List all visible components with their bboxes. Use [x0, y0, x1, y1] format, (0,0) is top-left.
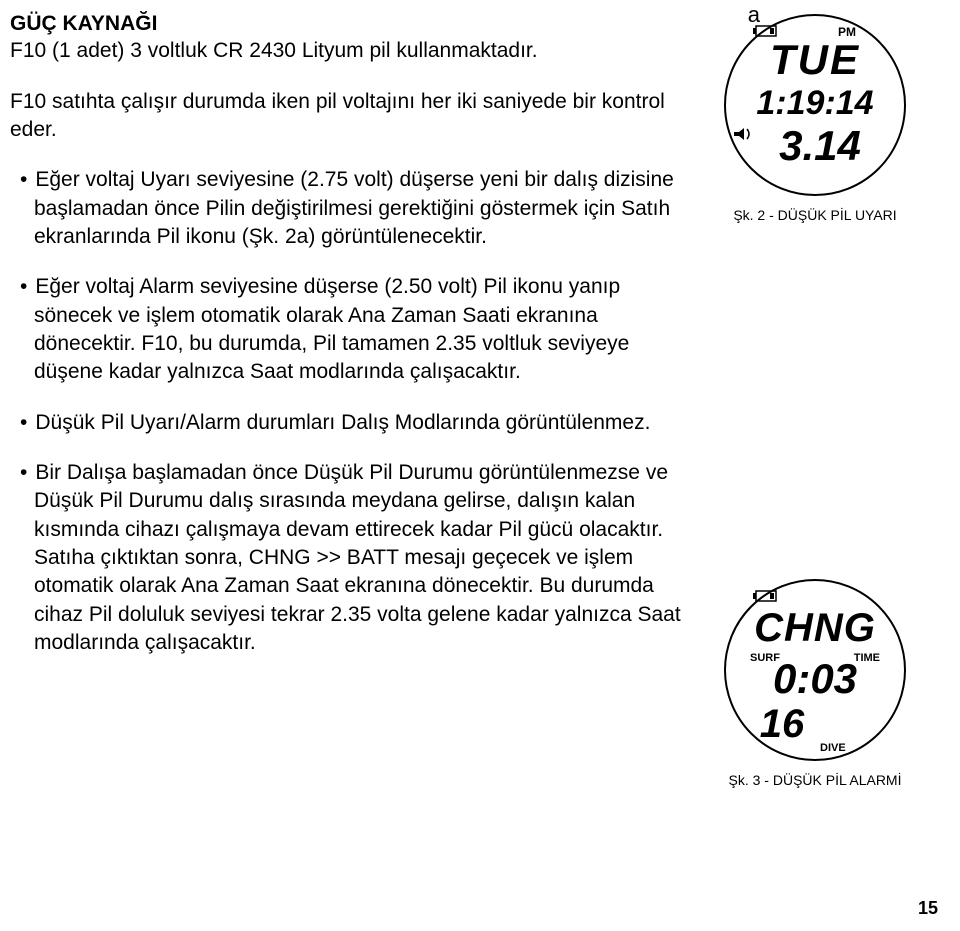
dive-label: DIVE: [820, 742, 846, 754]
page-number: 15: [918, 898, 938, 919]
heading-title: GÜÇ KAYNAĞI: [10, 10, 690, 37]
figure-1: PM TUE 1:19:14 3.14 Şk. 2 - DÜŞÜK PİL UY…: [720, 10, 910, 225]
intro-paragraph: F10 satıhta çalışır durumda iken pil vol…: [10, 88, 690, 145]
page-wrap: GÜÇ KAYNAĞI F10 (1 adet) 3 voltluk CR 24…: [10, 10, 940, 790]
heading-subtitle: F10 (1 adet) 3 voltluk CR 2430 Lityum pi…: [10, 37, 690, 65]
figure-2-caption: Şk. 3 - DÜŞÜK PİL ALARMİ: [720, 771, 910, 790]
chng-label: CHNG: [754, 606, 876, 650]
figure-2: CHNG SURF TIME 0:03 16 DIVE Şk. 3 - DÜŞÜ…: [720, 575, 910, 790]
bullet-2: Eğer voltaj Alarm seviyesine düşerse (2.…: [10, 273, 690, 386]
figure-1-caption: Şk. 2 - DÜŞÜK PİL UYARI: [720, 206, 910, 225]
day-label: TUE: [770, 36, 860, 83]
watch-face-2: CHNG SURF TIME 0:03 16 DIVE: [720, 575, 910, 765]
watch-face-1: PM TUE 1:19:14 3.14: [720, 10, 910, 200]
timer-label: 0:03: [773, 655, 857, 702]
bullet-3: Düşük Pil Uyarı/Alarm durumları Dalış Mo…: [10, 409, 690, 437]
bullet-1: Eğer voltaj Uyarı seviyesine (2.75 volt)…: [10, 166, 690, 251]
figure-a-label: a: [748, 2, 760, 28]
time-label: 1:19:14: [756, 84, 873, 122]
date-label: 3.14: [779, 122, 861, 169]
num-label: 16: [760, 702, 805, 746]
bullet-4: Bir Dalışa başlamadan önce Düşük Pil Dur…: [10, 459, 690, 657]
time-label-2: TIME: [854, 652, 880, 664]
text-column: GÜÇ KAYNAĞI F10 (1 adet) 3 voltluk CR 24…: [10, 10, 690, 790]
figure-column: PM TUE 1:19:14 3.14 Şk. 2 - DÜŞÜK PİL UY…: [710, 10, 920, 790]
